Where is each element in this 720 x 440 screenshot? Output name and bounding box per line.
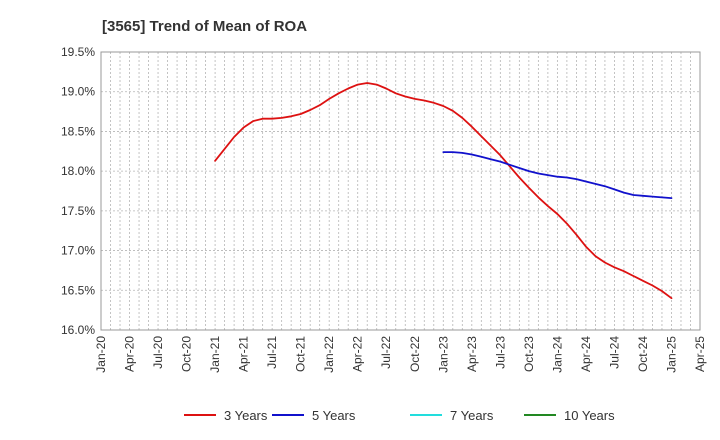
y-tick-label: 16.5% (61, 283, 95, 297)
grid-layer (101, 52, 700, 330)
legend-label: 10 Years (564, 408, 615, 423)
x-tick-label: Jul-22 (379, 336, 393, 369)
x-tick-label: Jul-21 (265, 336, 279, 369)
x-tick-label: Apr-22 (351, 336, 365, 372)
x-tick-label: Jan-22 (322, 336, 336, 373)
x-axis: Jan-20 Apr-20 Jul-20 Oct-20 Jan-21 Apr-21 Jul-… (94, 336, 707, 373)
x-tick-label: Oct-21 (294, 336, 308, 372)
series-layer (214, 82, 673, 300)
x-tick-label: Oct-24 (636, 336, 650, 372)
y-tick-label: 17.5% (61, 204, 95, 218)
x-tick-label: Jan-20 (94, 336, 108, 373)
y-tick-label: 16.0% (61, 323, 95, 337)
legend-label: 3 Years (224, 408, 268, 423)
y-tick-label: 19.0% (61, 85, 95, 99)
y-axis: 16.0% 16.5% 17.0% 17.5% 18.0% 18.5% 19.0% 19.5% (61, 45, 95, 337)
y-tick-label: 17.0% (61, 244, 95, 258)
x-tick-label: Apr-21 (237, 336, 251, 372)
x-tick-label: Apr-25 (693, 336, 707, 372)
y-tick-label: 18.5% (61, 124, 95, 138)
legend: 3 Years 5 Years 7 Years 10 Years (184, 408, 615, 423)
y-tick-label: 18.0% (61, 164, 95, 178)
plot-frame (100, 51, 701, 331)
x-tick-label: Apr-20 (123, 336, 137, 372)
x-tick-label: Oct-20 (180, 336, 194, 372)
x-tick-label: Jan-24 (550, 336, 564, 373)
x-tick-label: Jul-23 (493, 336, 507, 369)
x-tick-label: Jan-25 (664, 336, 678, 373)
x-tick-label: Apr-24 (579, 336, 593, 372)
y-tick-label: 19.5% (61, 45, 95, 59)
series-line-5-years (442, 151, 673, 200)
x-tick-label: Jan-23 (436, 336, 450, 373)
x-tick-label: Apr-23 (465, 336, 479, 372)
x-tick-label: Jul-20 (151, 336, 165, 369)
legend-label: 5 Years (312, 408, 356, 423)
chart-title: [3565] Trend of Mean of ROA (102, 18, 307, 35)
x-tick-label: Jul-24 (607, 336, 621, 369)
x-tick-label: Oct-23 (522, 336, 536, 372)
series-line-3-years (214, 82, 673, 300)
legend-label: 7 Years (450, 408, 494, 423)
x-tick-label: Oct-22 (408, 336, 422, 372)
x-tick-label: Jan-21 (208, 336, 222, 373)
